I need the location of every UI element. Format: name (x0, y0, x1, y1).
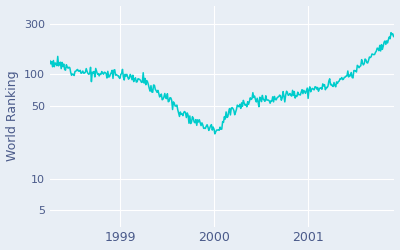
Y-axis label: World Ranking: World Ranking (6, 71, 18, 162)
